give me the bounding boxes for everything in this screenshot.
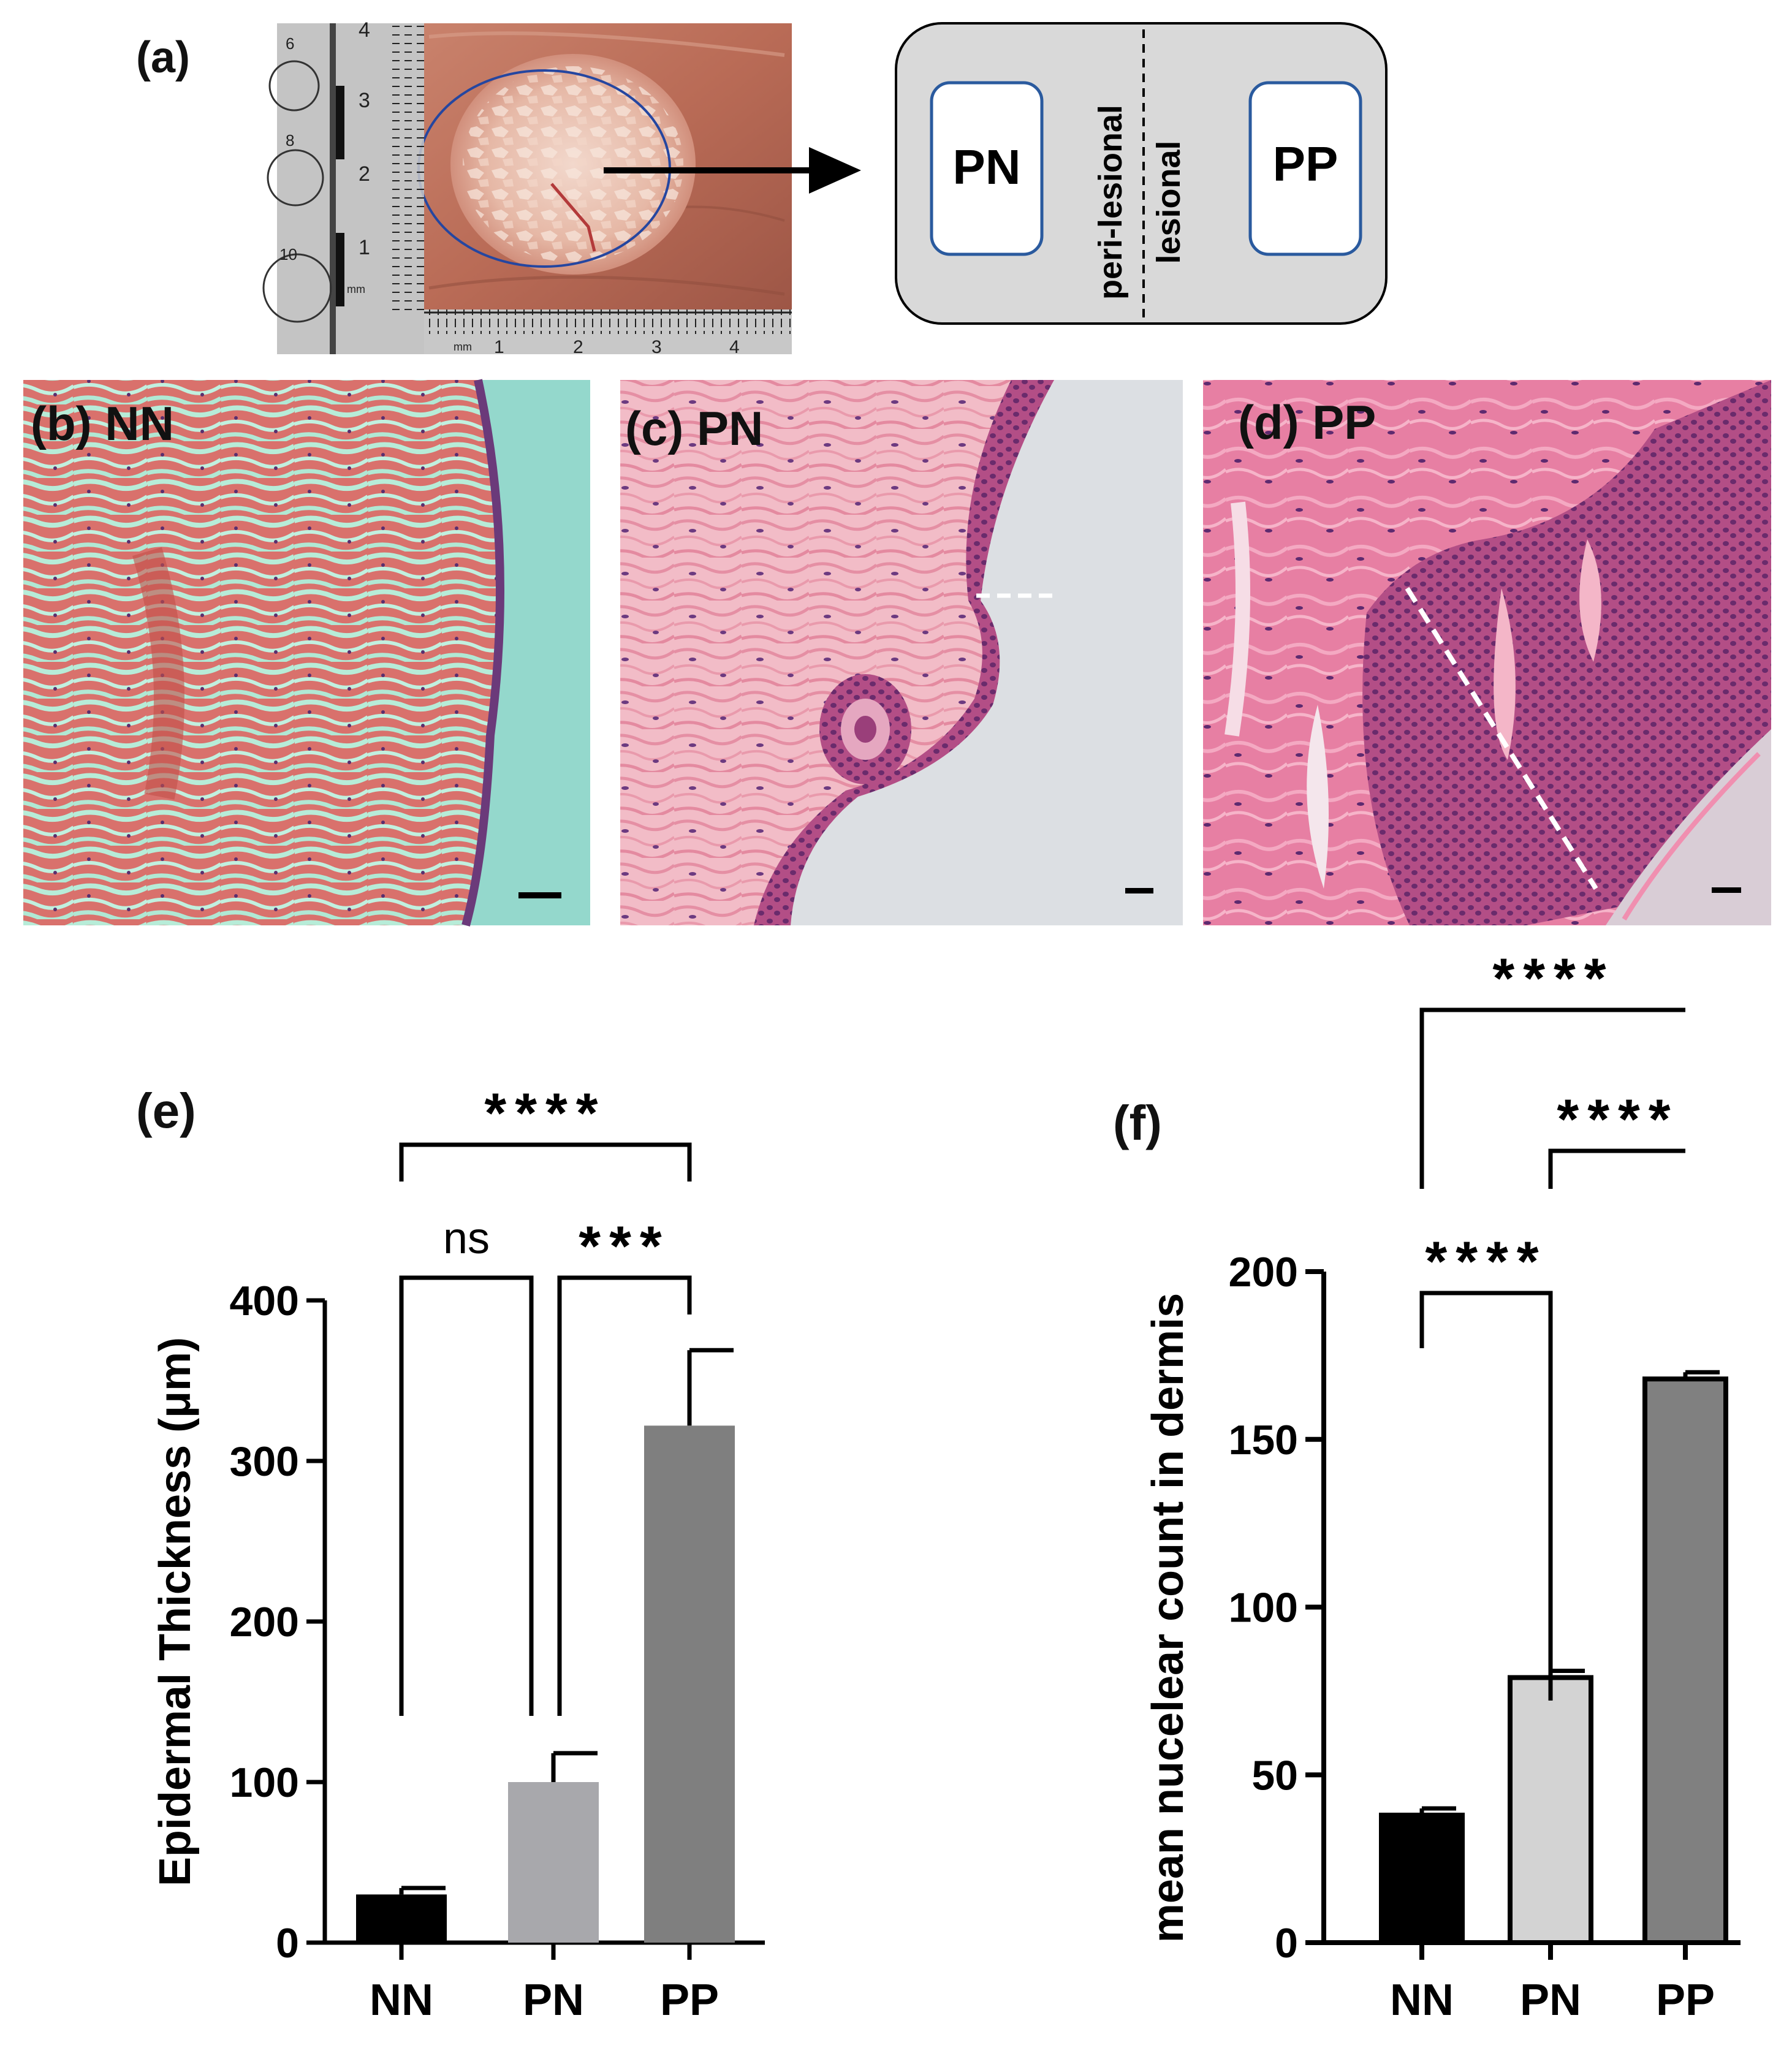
ruler-number: 3 — [359, 89, 370, 112]
significance-bracket — [1548, 1148, 1685, 1189]
ruler-number: 3 — [651, 337, 662, 357]
pn-box-label: PN — [952, 140, 1020, 194]
scale-bar — [1125, 888, 1153, 893]
significance-bracket — [399, 1142, 692, 1182]
x-tick-label: PN — [523, 1976, 584, 2025]
y-tick-label: 50 — [1251, 1752, 1298, 1799]
chart-e: (e) Epidermal Thickness (μm) 0 100 200 300 4… — [136, 1082, 765, 2025]
x-tick-label: NN — [370, 1976, 433, 2025]
panel-d: (d) PP — [1203, 380, 1771, 925]
significance-label: **** — [484, 1082, 606, 1145]
ruler-number: 10 — [279, 245, 297, 264]
scale-bar — [1712, 887, 1741, 893]
thickness-measure-line — [1405, 586, 1598, 890]
significance-bracket — [1419, 1291, 1553, 1701]
y-tick-label: 200 — [1229, 1249, 1298, 1295]
significance-label: **** — [1557, 1088, 1679, 1151]
ruler-number: mm — [454, 341, 472, 353]
y-tick-label: 300 — [230, 1438, 299, 1485]
y-tick-label: 0 — [1275, 1920, 1298, 1967]
significance-label: **** — [1425, 1231, 1547, 1293]
chart-f: (f) mean nucelear count in dermis 0 50 100… — [1113, 947, 1741, 2025]
significance-bracket — [399, 1275, 534, 1716]
ruler-number: 1 — [359, 236, 370, 259]
lesional-label: lesional — [1150, 140, 1187, 264]
ruler-number: 2 — [573, 337, 583, 357]
panel-e-label: (e) — [136, 1083, 196, 1138]
panel-b-label: (b) NN — [31, 396, 174, 450]
panel-c-label: (c) PN — [625, 401, 763, 455]
x-tick-label: NN — [1390, 1976, 1454, 2025]
scale-bar — [518, 892, 561, 898]
y-tick-label: 0 — [276, 1920, 299, 1967]
x-tick-label: PP — [660, 1976, 719, 2025]
x-tick-label: PP — [1656, 1976, 1715, 2025]
ruler-number: 8 — [286, 131, 294, 150]
ruler-number: 1 — [494, 337, 504, 357]
biopsy-schematic: PN PP peri-lesional lesional — [895, 22, 1388, 325]
y-tick-label: 150 — [1229, 1417, 1298, 1463]
ruler-number: 2 — [359, 162, 370, 186]
significance-label: **** — [1492, 947, 1614, 1010]
bar-pn — [1508, 1675, 1593, 1946]
pp-box — [1248, 81, 1362, 256]
peri-lesional-label: peri-lesional — [1092, 105, 1129, 300]
significance-bracket — [1419, 1007, 1685, 1189]
pn-box — [930, 81, 1044, 256]
bar-nn — [356, 1894, 447, 1943]
clinical-photo: 6 8 10 4 3 2 1 mm mm 1 2 3 4 — [262, 18, 792, 357]
bar-pp — [1642, 1376, 1728, 1945]
panel-d-label: (d) PP — [1238, 395, 1376, 449]
panel-b: (b) NN — [23, 379, 590, 927]
ruler-number: 6 — [286, 34, 294, 53]
significance-label: ns — [443, 1214, 490, 1263]
y-tick-label: 400 — [230, 1278, 299, 1324]
bar-pp — [644, 1425, 735, 1943]
ruler-number: 4 — [729, 337, 740, 357]
significance-bracket — [557, 1275, 692, 1716]
y-tick-label: 200 — [230, 1599, 299, 1645]
y-tick-label: 100 — [230, 1759, 299, 1806]
arrow — [604, 147, 861, 194]
y-axis-label: mean nucelear count in dermis — [1144, 1293, 1193, 1943]
panel-f-label: (f) — [1113, 1096, 1162, 1150]
pp-box-label: PP — [1273, 137, 1338, 191]
bar-nn — [1379, 1812, 1465, 1945]
x-tick-label: PN — [1520, 1976, 1581, 2025]
ruler-number: mm — [347, 283, 365, 295]
panel-a: (a) — [136, 18, 1388, 357]
significance-label: *** — [579, 1215, 670, 1278]
bar-pn — [508, 1782, 599, 1943]
y-tick-label: 100 — [1229, 1585, 1298, 1631]
y-axis-label: Epidermal Thickness (μm) — [151, 1337, 200, 1886]
panel-a-label: (a) — [136, 33, 190, 82]
panel-c: (c) PN — [620, 380, 1183, 925]
ruler-number: 4 — [359, 18, 370, 42]
